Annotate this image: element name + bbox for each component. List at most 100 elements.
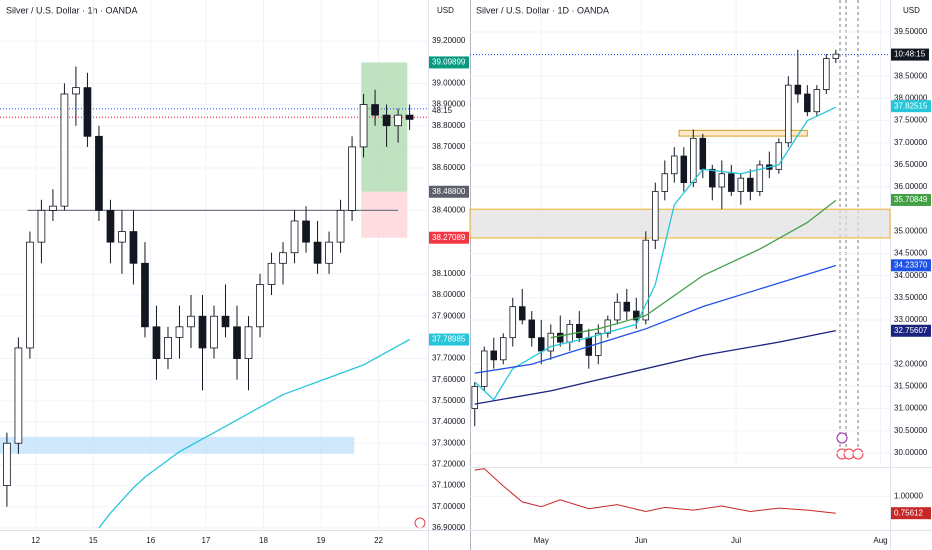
y-tick-label: 33.50000: [894, 293, 928, 302]
price-badge: [891, 259, 931, 272]
candle: [14, 337, 23, 454]
candle: [141, 242, 149, 338]
x-tick-label: 15: [89, 536, 98, 545]
candle: [756, 160, 764, 196]
candle-body: [642, 239, 650, 321]
candle-body: [141, 262, 149, 328]
candle-body: [267, 262, 276, 285]
price-badge-label: 38.48800: [432, 187, 466, 196]
candle: [642, 231, 650, 325]
y-tick-label: 38.80000: [432, 121, 466, 130]
candle-body: [175, 326, 184, 338]
candle-body: [233, 326, 241, 359]
axis-unit: USD: [437, 6, 454, 15]
candle-body: [325, 241, 333, 264]
y-tick-label: 30.50000: [894, 426, 928, 435]
candle-body: [775, 142, 783, 170]
x-tick-label: 16: [146, 536, 155, 545]
candle-body: [37, 209, 46, 243]
candle: [680, 147, 688, 192]
zone: [469, 208, 891, 239]
candle-body: [623, 301, 631, 312]
x-tick-label: May: [534, 536, 549, 545]
price-badge-label: 37.82515: [894, 101, 928, 110]
x-tick-label: Jun: [635, 536, 648, 545]
candle-body: [106, 209, 115, 243]
y-tick-label: 32.00000: [894, 359, 928, 368]
candle-body: [279, 252, 287, 264]
zone: [678, 129, 808, 137]
candle: [394, 108, 402, 143]
candle: [481, 346, 488, 391]
candle: [3, 432, 11, 507]
candle-body: [633, 310, 640, 321]
candle-body: [528, 319, 536, 339]
x-tick-label: Aug: [873, 536, 887, 545]
y-tick-label: 37.10000: [432, 481, 466, 490]
candle-body: [709, 168, 716, 188]
y-tick-label: 37.00000: [432, 502, 466, 511]
candle: [775, 138, 783, 174]
ma-line: [474, 329, 836, 405]
candle: [652, 182, 659, 250]
ma-line: [474, 106, 837, 401]
candle: [325, 231, 333, 274]
candle: [164, 326, 172, 370]
candle: [832, 49, 840, 63]
candle-body: [118, 231, 126, 243]
candle-body: [187, 315, 195, 328]
candle: [95, 125, 103, 221]
candle: [690, 129, 697, 188]
price-badge-label: 37.78985: [432, 335, 466, 344]
candle-body: [14, 347, 23, 444]
candle: [49, 189, 57, 221]
candle-body: [614, 301, 621, 321]
candle: [737, 173, 745, 205]
y-tick-label: 37.50000: [894, 116, 928, 125]
y-tick-label: 38.90000: [432, 100, 466, 109]
candle-body: [256, 284, 264, 328]
candle-body: [95, 135, 103, 211]
candle-body: [313, 241, 322, 264]
candle: [823, 54, 830, 95]
axis-unit: USD: [903, 6, 920, 15]
y-tick-label: 38.70000: [432, 142, 466, 151]
price-badge: [429, 231, 469, 244]
candle: [623, 288, 631, 320]
x-tick-label: 17: [201, 536, 210, 545]
candle-body: [652, 191, 659, 241]
candle-body: [3, 442, 11, 486]
y-tick-label: 38.40000: [432, 206, 466, 215]
price-badge: [891, 193, 931, 206]
candle-body: [576, 323, 583, 339]
candle: [83, 72, 92, 147]
countdown-badge: [891, 48, 929, 61]
zone: [361, 62, 408, 192]
ma-line: [474, 264, 837, 374]
y-tick-label: 37.30000: [432, 438, 466, 447]
candle: [233, 305, 241, 380]
candle: [382, 104, 391, 147]
candle: [509, 297, 517, 347]
candle: [187, 295, 195, 348]
candle-body: [129, 231, 138, 264]
price-badge: [891, 507, 931, 520]
candle: [302, 206, 310, 253]
candle: [106, 199, 115, 264]
candle: [290, 210, 299, 264]
candle: [614, 293, 621, 325]
candle-body: [728, 173, 735, 192]
price-badge: [429, 185, 469, 198]
y-tick-label: 39.00000: [432, 79, 466, 88]
candle: [26, 231, 34, 359]
candle-body: [690, 137, 697, 184]
candle-body: [405, 114, 414, 120]
candle: [405, 104, 414, 130]
candle: [528, 311, 536, 347]
y-tick-label: 36.90000: [432, 523, 466, 532]
candle-body: [72, 87, 80, 95]
candle: [813, 85, 821, 117]
candle-body: [221, 315, 230, 328]
